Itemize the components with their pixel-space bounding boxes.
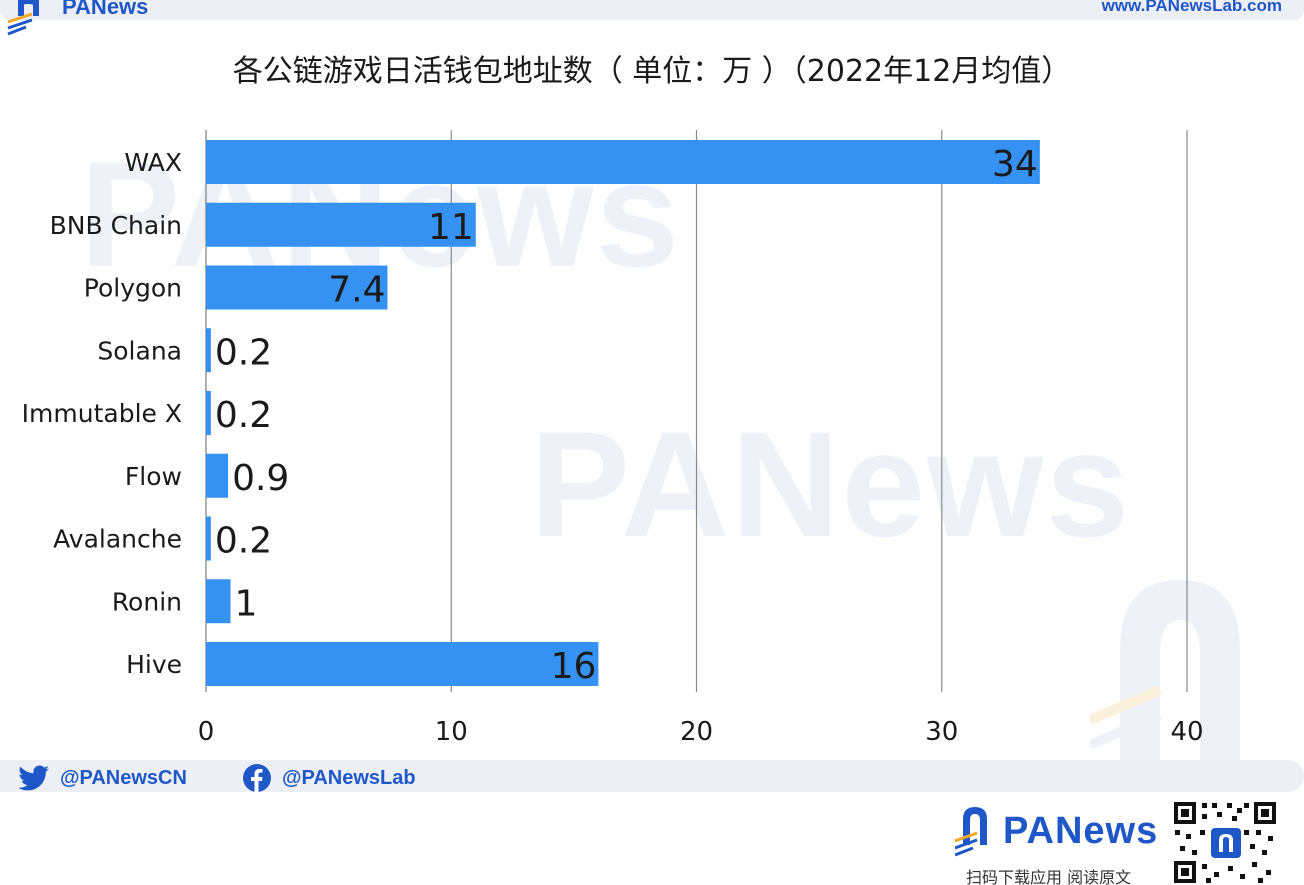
bar	[206, 140, 1040, 184]
y-category-label: BNB Chain	[50, 211, 182, 240]
x-tick-label: 0	[198, 717, 215, 747]
panews-logo-icon	[7, 0, 39, 36]
panews-logo-icon	[955, 807, 987, 857]
bar	[206, 328, 211, 373]
twitter-handle: @PANewsCN	[60, 766, 187, 789]
bar	[206, 516, 211, 561]
y-category-label: Polygon	[84, 274, 182, 303]
y-category-label: Immutable X	[22, 399, 182, 428]
y-category-label: Avalanche	[53, 525, 182, 554]
footer-tagline: 扫码下载应用 阅读原文	[966, 868, 1132, 885]
y-category-label: WAX	[124, 148, 182, 177]
bar	[206, 642, 599, 686]
bar-value-label: 16	[551, 646, 597, 687]
y-category-label: Flow	[125, 462, 182, 491]
header-brand: PANews	[62, 0, 149, 19]
x-tick-label: 10	[435, 717, 468, 747]
bar-chart: 0 10 20 30 40 WAX 34 BNB Chain 11 Polygon 7.4 Solan…	[22, 130, 1204, 747]
header-bar	[0, 0, 1304, 20]
bar-value-label: 0.2	[215, 395, 272, 436]
x-tick-label: 40	[1170, 717, 1203, 747]
bar-value-label: 1	[235, 583, 258, 624]
bar-value-label: 0.2	[215, 521, 272, 562]
bar-value-label: 7.4	[328, 270, 385, 311]
bar	[206, 265, 388, 310]
watermark-logo-icon	[1090, 580, 1240, 790]
social-bar	[0, 760, 1304, 792]
bar-value-label: 11	[428, 207, 474, 248]
site-url-link[interactable]: www.PANewsLab.com	[1101, 0, 1282, 15]
x-tick-label: 30	[925, 717, 958, 747]
facebook-link[interactable]: @PANewsLab	[242, 764, 416, 792]
bar-value-label: 0.9	[232, 458, 289, 499]
footer-brand: PANews	[1003, 810, 1159, 852]
facebook-icon	[243, 764, 271, 792]
x-tick-label: 20	[680, 717, 713, 747]
twitter-link[interactable]: @PANewsCN	[18, 764, 187, 792]
labels: 0 10 20 30 40 WAX 34 BNB Chain 11 Polygon 7.4 Solan…	[22, 144, 1204, 747]
bar-value-label: 0.2	[215, 332, 272, 373]
watermark-text: PANews	[530, 400, 1132, 568]
qr-code-icon[interactable]	[1172, 800, 1278, 885]
y-category-label: Solana	[97, 336, 182, 365]
y-category-label: Ronin	[112, 587, 182, 616]
bar	[206, 391, 211, 435]
facebook-handle: @PANewsLab	[282, 766, 416, 789]
y-category-label: Hive	[126, 650, 182, 679]
twitter-icon	[18, 765, 49, 791]
chart-title: 各公链游戏日活钱包地址数（ 单位：万 ）（2022年12月均值）	[232, 54, 1072, 89]
bar	[206, 579, 231, 624]
bars	[206, 140, 1040, 686]
bar-value-label: 34	[992, 144, 1038, 185]
bar	[206, 202, 476, 247]
bar	[206, 453, 229, 498]
